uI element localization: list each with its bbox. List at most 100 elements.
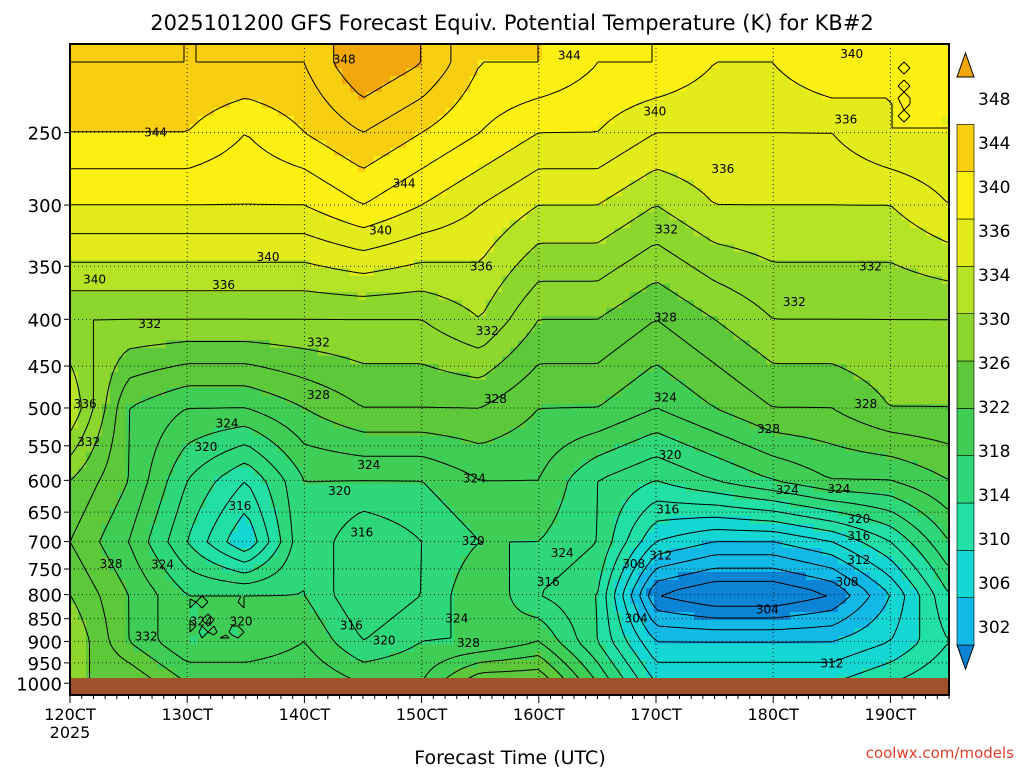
heatmap-cell bbox=[326, 604, 335, 613]
heatmap-cell bbox=[502, 52, 511, 61]
heatmap-cell bbox=[310, 612, 319, 621]
heatmap-cell bbox=[390, 108, 399, 117]
heatmap-cell bbox=[342, 204, 351, 213]
heatmap-cell bbox=[134, 548, 143, 557]
heatmap-cell bbox=[118, 100, 127, 109]
heatmap-cell bbox=[302, 628, 311, 637]
heatmap-cell bbox=[326, 500, 335, 509]
heatmap-cell bbox=[78, 660, 87, 669]
heatmap-cell bbox=[438, 236, 447, 245]
heatmap-cell bbox=[374, 468, 383, 477]
heatmap-cell bbox=[462, 660, 471, 669]
heatmap-cell bbox=[334, 316, 343, 325]
heatmap-cell bbox=[158, 524, 167, 533]
heatmap-cell bbox=[406, 580, 415, 589]
heatmap-cell bbox=[110, 420, 119, 429]
heatmap-cell bbox=[462, 132, 471, 141]
heatmap-cell bbox=[398, 108, 407, 117]
heatmap-cell bbox=[518, 68, 527, 77]
heatmap-cell bbox=[478, 548, 487, 557]
heatmap-cell bbox=[190, 124, 199, 133]
heatmap-cell bbox=[422, 140, 431, 149]
heatmap-cell bbox=[230, 204, 239, 213]
heatmap-cell bbox=[286, 660, 295, 669]
heatmap-cell bbox=[510, 284, 519, 293]
heatmap-cell bbox=[182, 372, 191, 381]
heatmap-cell bbox=[334, 212, 343, 221]
heatmap-cell bbox=[166, 348, 175, 357]
heatmap-cell bbox=[494, 388, 503, 397]
heatmap-cell bbox=[430, 292, 439, 301]
heatmap-cell bbox=[206, 172, 215, 181]
heatmap-cell bbox=[150, 196, 159, 205]
heatmap-cell bbox=[214, 532, 223, 541]
heatmap-cell bbox=[302, 652, 311, 661]
heatmap-cell bbox=[254, 636, 263, 645]
heatmap-cell bbox=[278, 316, 287, 325]
heatmap-cell bbox=[102, 468, 111, 477]
heatmap-cell bbox=[270, 652, 279, 661]
heatmap-cell bbox=[350, 468, 359, 477]
heatmap-cell bbox=[158, 180, 167, 189]
heatmap-cell bbox=[230, 492, 239, 501]
heatmap-cell bbox=[198, 156, 207, 165]
heatmap-cell bbox=[542, 204, 551, 213]
heatmap-cell bbox=[326, 76, 335, 85]
heatmap-cell bbox=[86, 148, 95, 157]
heatmap-cell bbox=[310, 284, 319, 293]
heatmap-cell bbox=[462, 556, 471, 565]
heatmap-cell bbox=[278, 236, 287, 245]
heatmap-cell bbox=[94, 188, 103, 197]
heatmap-cell bbox=[326, 620, 335, 629]
heatmap-cell bbox=[206, 412, 215, 421]
heatmap-cell bbox=[286, 292, 295, 301]
heatmap-cell bbox=[70, 340, 79, 349]
heatmap-cell bbox=[502, 340, 511, 349]
heatmap-cell bbox=[478, 532, 487, 541]
heatmap-cell bbox=[230, 484, 239, 493]
heatmap-cell bbox=[94, 652, 103, 661]
heatmap-cell bbox=[334, 412, 343, 421]
heatmap-cell bbox=[542, 484, 551, 493]
heatmap-cell bbox=[262, 372, 271, 381]
heatmap-cell bbox=[326, 492, 335, 501]
heatmap-cell bbox=[94, 604, 103, 613]
heatmap-cell bbox=[238, 636, 247, 645]
heatmap-cell bbox=[190, 604, 199, 613]
heatmap-cell bbox=[206, 204, 215, 213]
heatmap-cell bbox=[502, 268, 511, 277]
heatmap-cell bbox=[334, 140, 343, 149]
heatmap-cell bbox=[150, 364, 159, 373]
heatmap-cell bbox=[262, 116, 271, 125]
heatmap-cell bbox=[102, 228, 111, 237]
heatmap-cell bbox=[462, 516, 471, 525]
heatmap-cell bbox=[358, 236, 367, 245]
heatmap-cell bbox=[222, 532, 231, 541]
heatmap-cell bbox=[374, 492, 383, 501]
heatmap-cell bbox=[294, 324, 303, 333]
heatmap-cell bbox=[454, 340, 463, 349]
heatmap-cell bbox=[166, 68, 175, 77]
heatmap-cell bbox=[102, 316, 111, 325]
heatmap-cell bbox=[342, 516, 351, 525]
heatmap-cell bbox=[166, 156, 175, 165]
heatmap-cell bbox=[526, 324, 535, 333]
heatmap-cell bbox=[94, 220, 103, 229]
heatmap-cell bbox=[542, 60, 551, 69]
heatmap-cell bbox=[342, 132, 351, 141]
heatmap-cell bbox=[430, 492, 439, 501]
heatmap-cell bbox=[286, 340, 295, 349]
heatmap-cell bbox=[94, 164, 103, 173]
heatmap-cell bbox=[246, 396, 255, 405]
heatmap-cell bbox=[206, 260, 215, 269]
heatmap-cell bbox=[486, 116, 495, 125]
heatmap-cell bbox=[342, 60, 351, 69]
heatmap-cell bbox=[414, 484, 423, 493]
heatmap-cell bbox=[174, 420, 183, 429]
heatmap-cell bbox=[206, 324, 215, 333]
heatmap-cell bbox=[158, 164, 167, 173]
heatmap-cell bbox=[550, 212, 559, 221]
heatmap-cell bbox=[294, 252, 303, 261]
heatmap-cell bbox=[366, 116, 375, 125]
heatmap-cell bbox=[350, 156, 359, 165]
